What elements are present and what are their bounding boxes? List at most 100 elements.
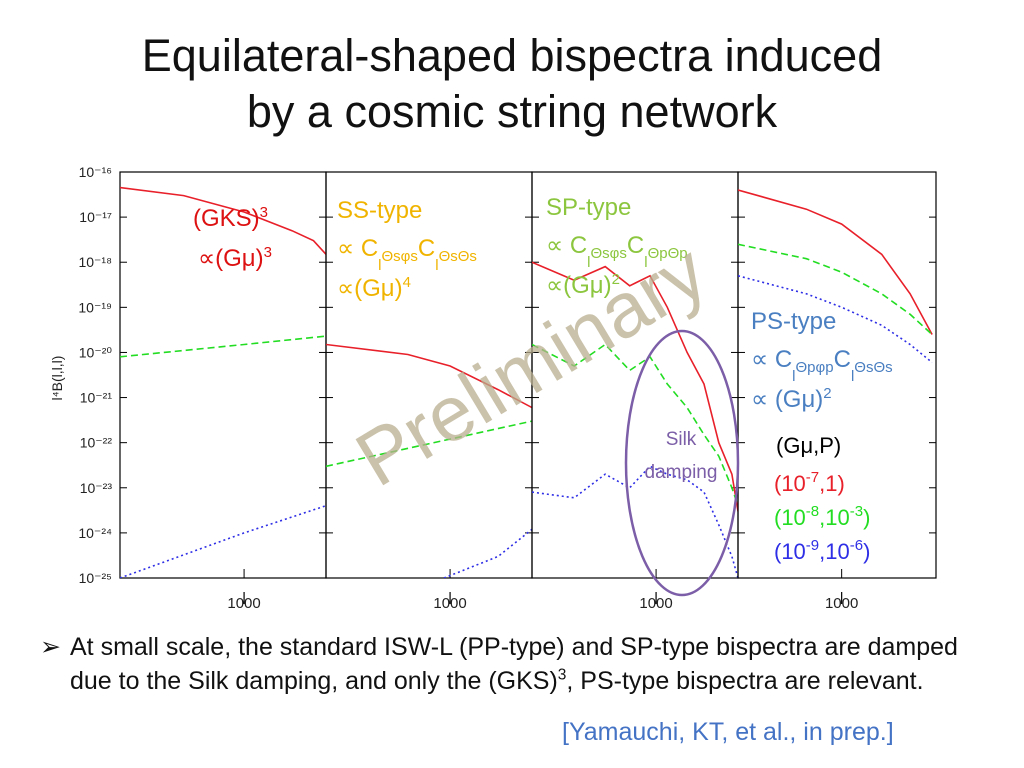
sp-label-line2-part: ΘpΘp xyxy=(648,245,688,262)
bullet-text-part1: At small scale, the standard ISW-L (PP-t… xyxy=(70,633,958,695)
gks-label-line1: (GKS)3 xyxy=(193,204,268,232)
ss-label-line3: ∝(Gμ)4 xyxy=(337,274,411,302)
ps-label-line2-part: Θpφp xyxy=(796,359,834,376)
gks-label-line2: ∝(Gμ)3 xyxy=(198,244,272,272)
series-line-red xyxy=(120,186,326,255)
legend-entry-green-part: ,10 xyxy=(819,505,850,530)
series-line-red xyxy=(532,261,738,512)
legend-entry-green-part: ) xyxy=(863,505,870,530)
sp-label-line1-part: SP-type xyxy=(546,194,631,221)
series-line-blue xyxy=(443,528,532,578)
title-line-2: by a cosmic string network xyxy=(246,86,778,137)
y-tick-label: 10⁻²⁴ xyxy=(78,525,112,541)
legend-entry-blue-part: -6 xyxy=(850,537,863,554)
series-line-green xyxy=(326,420,532,468)
ps-label-line3: ∝ (Gμ)2 xyxy=(751,385,832,413)
legend-entry-blue-part: ) xyxy=(863,539,870,564)
series-line-blue xyxy=(738,275,933,364)
bullet-text-sup: 3 xyxy=(557,666,567,684)
x-tick-label: 1000 xyxy=(433,595,466,612)
legend-entry-blue-part: (10 xyxy=(774,539,806,564)
y-tick-label: 10⁻¹⁸ xyxy=(78,254,112,270)
sp-label-line3: ∝(Gμ)2 xyxy=(546,271,620,299)
x-tick-label: 1000 xyxy=(227,595,260,612)
series-line-red xyxy=(738,189,933,335)
series-line-green xyxy=(532,343,738,506)
y-tick-label: 10⁻²⁵ xyxy=(79,570,112,586)
sp-label-line2-part: l xyxy=(644,254,647,271)
y-axis-label: l⁴B(l,l,l) xyxy=(49,356,65,401)
legend-entry-red-part: ,1) xyxy=(819,471,845,496)
legend-entry-green-part: -3 xyxy=(850,503,863,520)
title-line-1: Equilateral-shaped bispectra induced xyxy=(141,30,883,81)
series-line-green xyxy=(120,335,326,358)
ss-label-line2-part: l xyxy=(435,257,438,274)
ps-label-line2-part: l xyxy=(792,368,795,385)
series-line-green xyxy=(738,243,933,336)
legend-entry-green-part: -8 xyxy=(806,503,819,520)
legend-entry-blue-part: ,10 xyxy=(819,539,850,564)
slide-title: Equilateral-shaped bispectra induced by … xyxy=(0,28,1024,140)
sp-label-line2-part: C xyxy=(627,232,644,259)
legend-entry-blue: (10-9,10-6) xyxy=(774,537,870,564)
series-line-blue xyxy=(532,465,738,578)
legend-entry-green: (10-8,10-3) xyxy=(774,503,870,530)
series-line-blue xyxy=(120,504,326,578)
ps-label-line2-part: l xyxy=(851,368,854,385)
sp-label-line3-part: ∝(Gμ) xyxy=(546,272,612,299)
sp-label-line3-part: 2 xyxy=(612,271,620,288)
ps-label-line3-part: 2 xyxy=(823,385,831,402)
ss-label-line2-part: l xyxy=(378,257,381,274)
ss-label-line2-part: ΘsΘs xyxy=(439,248,477,265)
y-tick-label: 10⁻¹⁹ xyxy=(78,299,112,315)
panel-frame xyxy=(737,171,937,579)
ps-label-line1: PS-type xyxy=(751,308,836,335)
x-tick-label: 1000 xyxy=(639,595,672,612)
y-tick-label: 10⁻¹⁶ xyxy=(79,164,112,180)
x-tick-label: 1000 xyxy=(825,595,858,612)
y-tick-label: 10⁻²⁰ xyxy=(79,344,113,360)
reference-citation: [Yamauchi, KT, et al., in prep.] xyxy=(562,718,894,746)
gks-label-line1-part: (GKS) xyxy=(193,205,260,232)
silk-annotation-line2: damping xyxy=(645,462,718,483)
y-tick-label: 10⁻²² xyxy=(80,435,113,451)
legend-entry-blue-part: -9 xyxy=(806,537,819,554)
sp-label-line2-part: Θsφs xyxy=(591,245,627,262)
ps-label-line2-part: C xyxy=(834,346,851,373)
gks-label-line1-part: 3 xyxy=(260,204,268,221)
y-tick-label: 10⁻²³ xyxy=(80,480,113,496)
sp-label-line2-part: l xyxy=(587,254,590,271)
ps-label-line2-part: ∝ C xyxy=(751,346,792,373)
legend-header: (Gμ,P) xyxy=(776,433,841,458)
sp-label-line1: SP-type xyxy=(546,194,631,221)
y-tick-label: 10⁻²¹ xyxy=(80,390,113,406)
gks-label-line2-part: ∝(Gμ) xyxy=(198,245,264,272)
ss-label-line2-part: Θsφs xyxy=(382,248,418,265)
ss-label-line3-part: ∝(Gμ) xyxy=(337,275,403,302)
legend-entry-red-part: -7 xyxy=(806,469,819,486)
legend-entry-red-part: (10 xyxy=(774,471,806,496)
ss-label-line1-part: SS-type xyxy=(337,197,422,224)
legend-entry-red: (10-7,1) xyxy=(774,469,845,496)
ps-label-line2-part: ΘsΘs xyxy=(854,359,892,376)
sp-label-line2-part: ∝ C xyxy=(546,232,587,259)
sp-label-line2: ∝ ClΘsφsClΘpΘp xyxy=(546,232,688,271)
bullet-arrow-icon: ➢ xyxy=(40,633,61,661)
series-line-red xyxy=(326,343,532,409)
ss-label-line2: ∝ ClΘsφsClΘsΘs xyxy=(337,235,477,274)
ps-label-line3-part: ∝ (Gμ) xyxy=(751,386,823,413)
bullet-text: At small scale, the standard ISW-L (PP-t… xyxy=(70,630,1000,698)
silk-annotation-line1: Silk xyxy=(666,429,697,450)
gks-label-line2-part: 3 xyxy=(264,244,272,261)
ps-label-line1-part: PS-type xyxy=(751,308,836,335)
silk-damping-ellipse xyxy=(624,329,740,597)
ss-label-line2-part: C xyxy=(418,235,435,262)
ss-label-line3-part: 4 xyxy=(403,274,411,291)
legend-entry-green-part: (10 xyxy=(774,505,806,530)
y-tick-label: 10⁻¹⁷ xyxy=(79,209,112,225)
bullet-text-part2: , PS-type bispectra are relevant. xyxy=(566,667,924,695)
ss-label-line2-part: ∝ C xyxy=(337,235,378,262)
ps-label-line2: ∝ ClΘpφpClΘsΘs xyxy=(751,346,893,385)
ss-label-line1: SS-type xyxy=(337,197,422,224)
